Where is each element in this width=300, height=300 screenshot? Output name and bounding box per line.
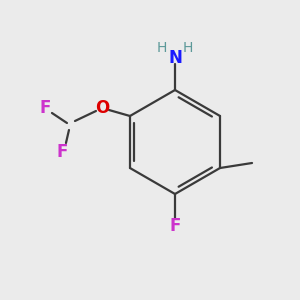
Text: N: N xyxy=(168,49,182,67)
Text: F: F xyxy=(169,217,181,235)
Text: O: O xyxy=(95,99,109,117)
Text: H: H xyxy=(183,41,193,55)
Text: F: F xyxy=(56,143,68,161)
Text: H: H xyxy=(157,41,167,55)
Text: F: F xyxy=(39,99,51,117)
